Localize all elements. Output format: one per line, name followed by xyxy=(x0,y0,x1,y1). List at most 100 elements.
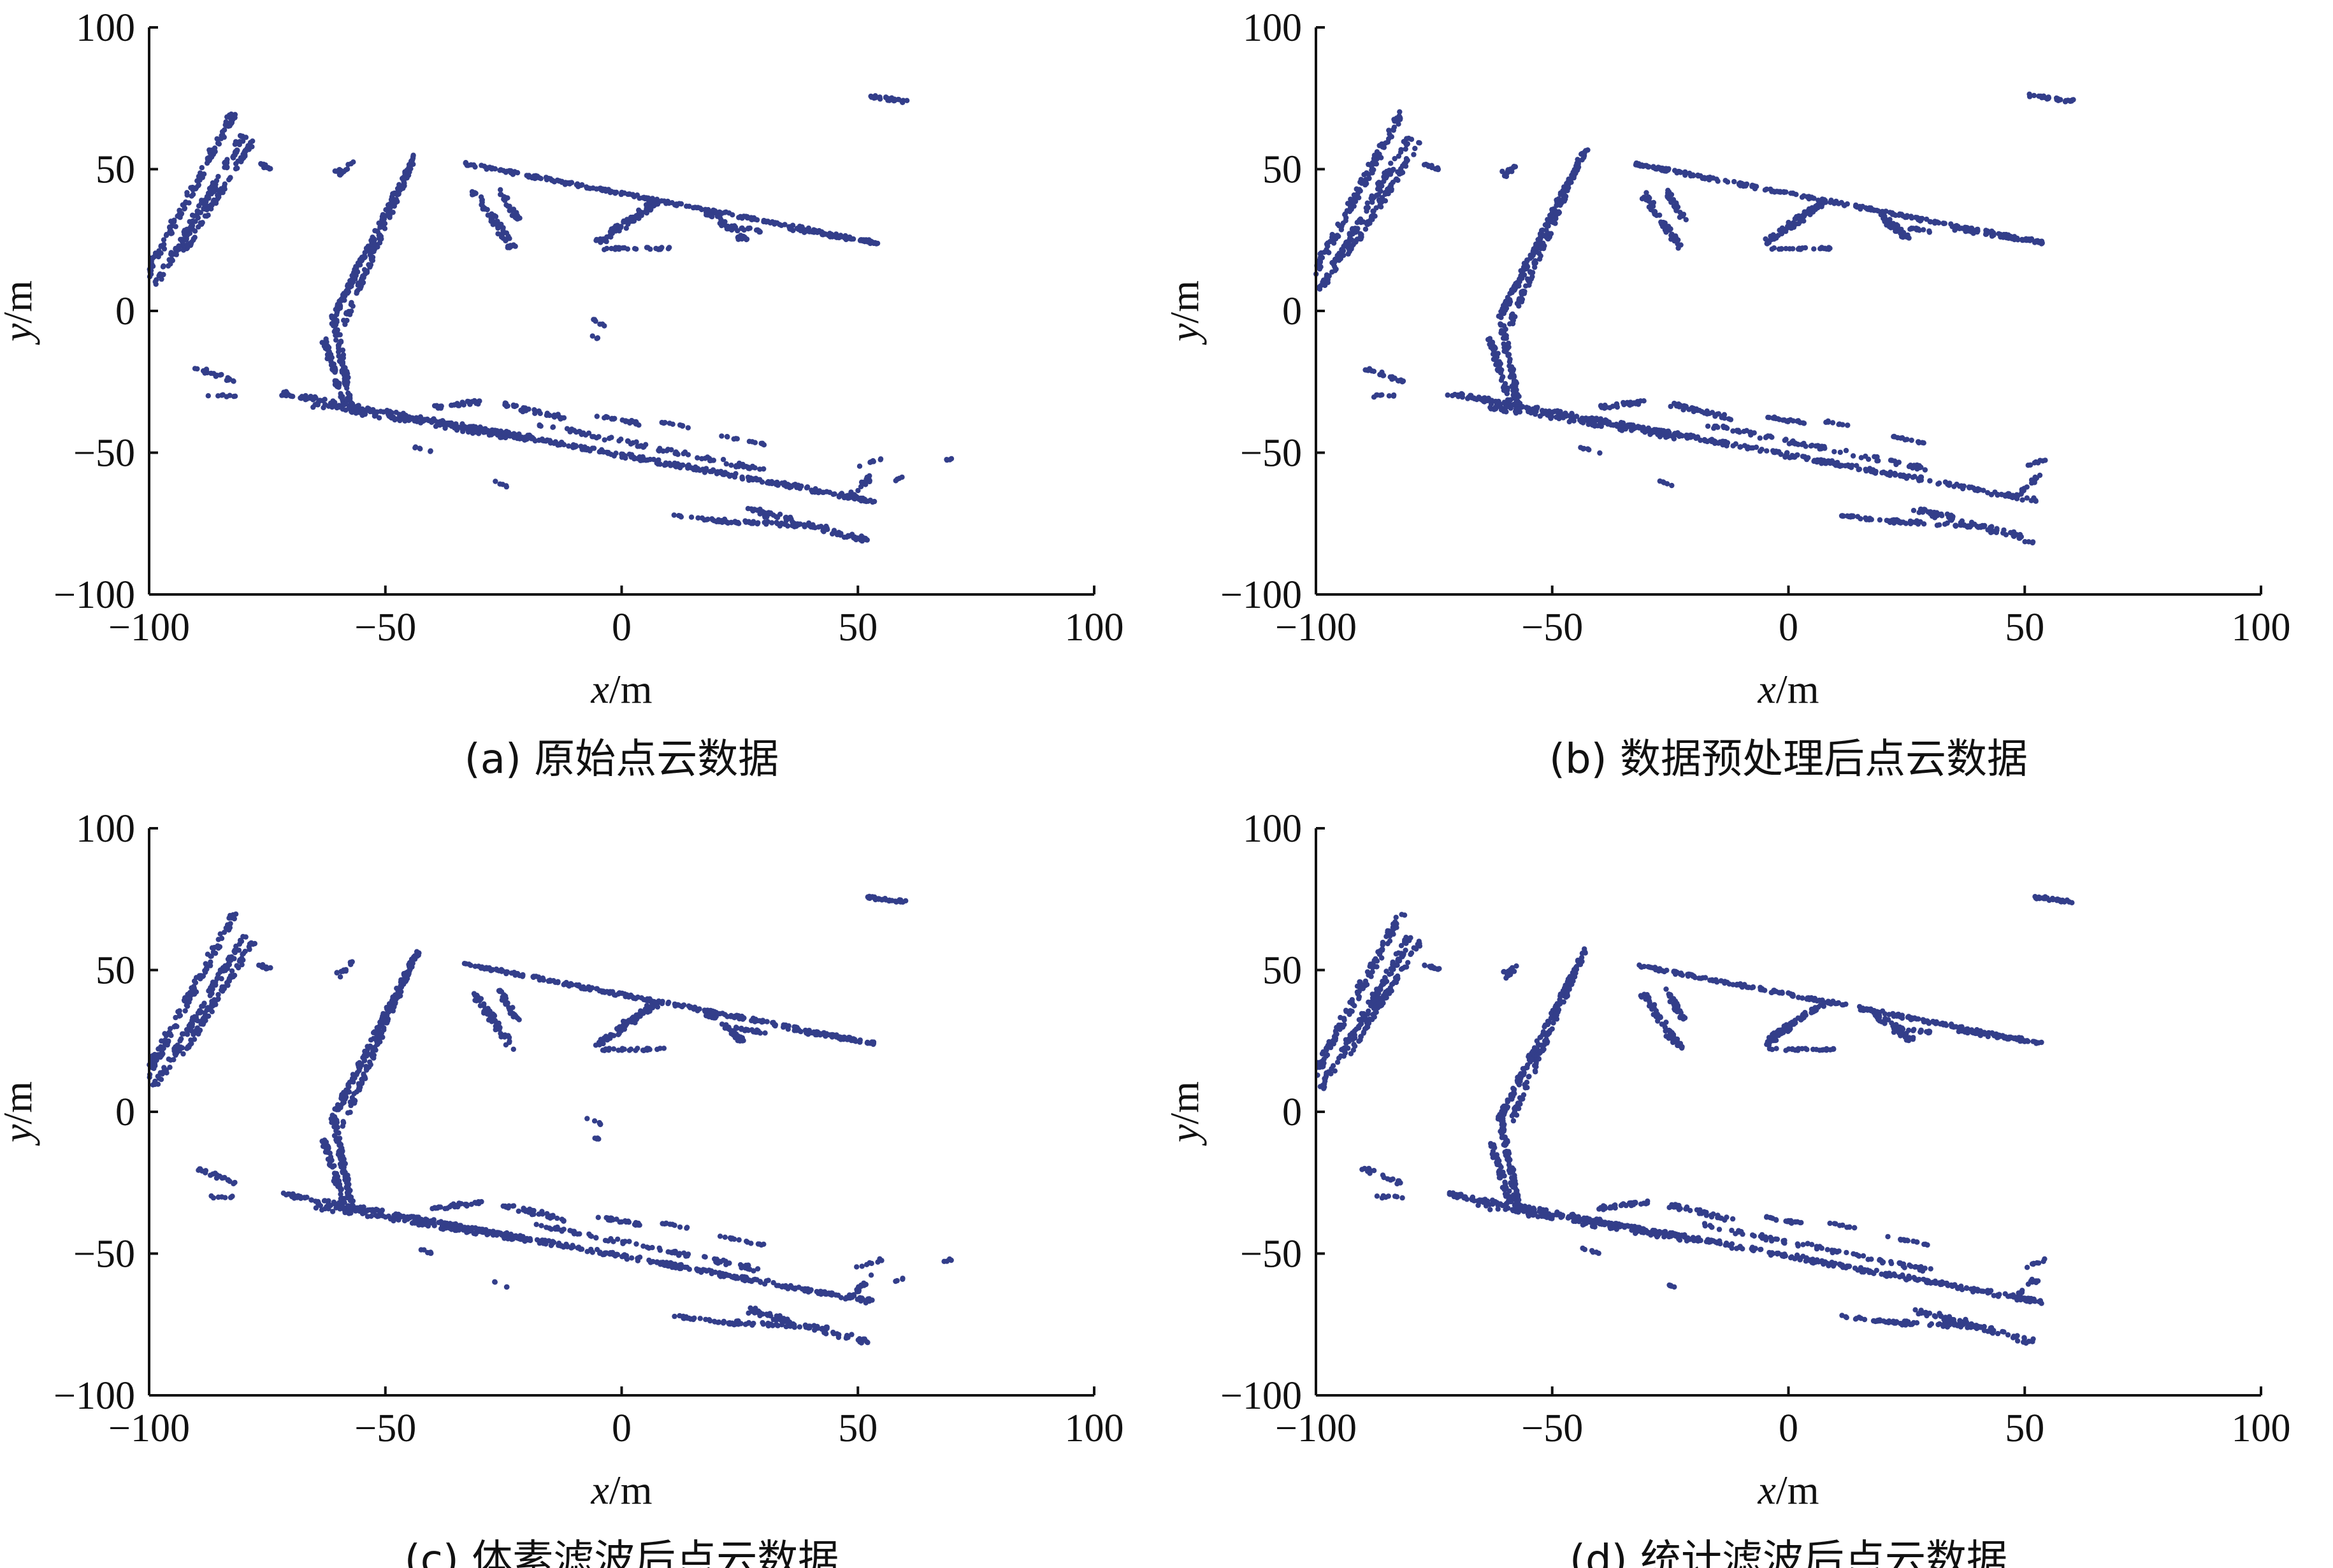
data-point xyxy=(720,457,726,463)
x-tick-label: 100 xyxy=(2232,606,2291,649)
data-point xyxy=(1610,422,1616,428)
data-point xyxy=(402,415,408,421)
data-point xyxy=(224,165,230,171)
data-point xyxy=(235,165,240,171)
data-point xyxy=(1506,169,1512,175)
data-point xyxy=(677,513,683,519)
data-point xyxy=(247,941,253,947)
data-point xyxy=(210,180,216,186)
data-point xyxy=(326,345,332,350)
data-point xyxy=(1951,484,1957,489)
data-point xyxy=(240,933,246,940)
data-point xyxy=(1835,459,1840,466)
data-point xyxy=(1524,258,1530,264)
data-point xyxy=(1895,435,1900,441)
data-point xyxy=(493,478,498,484)
data-point xyxy=(672,460,677,466)
data-point xyxy=(512,243,518,249)
data-point xyxy=(804,485,810,491)
data-point xyxy=(1352,194,1358,200)
data-point xyxy=(360,1054,366,1061)
data-point xyxy=(472,398,477,404)
data-point xyxy=(200,1003,206,1009)
data-point xyxy=(340,347,346,353)
data-point xyxy=(192,228,198,234)
data-point xyxy=(1745,445,1751,450)
data-point xyxy=(341,401,347,408)
data-point xyxy=(1766,415,1772,421)
data-point xyxy=(867,498,874,503)
data-point xyxy=(1829,458,1835,464)
data-point xyxy=(537,422,542,428)
data-point xyxy=(756,228,762,234)
data-point xyxy=(1715,424,1721,430)
data-point xyxy=(1496,402,1502,408)
data-point xyxy=(1910,508,1917,514)
data-point xyxy=(1811,196,1817,201)
data-point xyxy=(559,415,565,421)
data-point xyxy=(643,442,649,447)
data-point xyxy=(168,257,174,263)
data-point xyxy=(603,414,609,420)
data-point xyxy=(1782,454,1788,460)
data-point xyxy=(747,225,753,231)
data-point xyxy=(370,257,375,263)
data-point xyxy=(1724,443,1730,449)
data-point xyxy=(229,968,235,974)
data-point xyxy=(709,517,716,522)
data-point xyxy=(856,463,863,469)
data-point xyxy=(1669,482,1675,489)
data-point xyxy=(159,1053,164,1058)
data-point xyxy=(1496,364,1502,370)
data-point xyxy=(371,236,377,242)
data-point xyxy=(746,438,753,444)
data-point xyxy=(589,434,595,440)
data-point xyxy=(1417,140,1422,146)
data-point xyxy=(1388,374,1394,380)
data-point xyxy=(479,197,485,203)
data-point xyxy=(342,370,348,376)
data-point xyxy=(315,400,321,406)
data-point xyxy=(570,442,576,448)
data-point xyxy=(1794,213,1800,220)
data-point xyxy=(226,927,232,933)
data-point xyxy=(596,237,602,243)
data-point xyxy=(190,187,196,193)
data-point xyxy=(1677,169,1682,175)
data-point xyxy=(1450,392,1455,399)
data-point xyxy=(187,219,192,225)
data-point xyxy=(582,432,589,438)
data-point xyxy=(488,215,494,222)
data-point xyxy=(177,211,182,217)
data-point xyxy=(774,521,781,526)
data-point xyxy=(602,437,607,443)
data-point xyxy=(341,169,347,175)
data-point xyxy=(2002,493,2009,499)
data-point xyxy=(344,382,350,387)
data-point xyxy=(326,403,331,409)
data-point xyxy=(648,205,654,210)
data-point xyxy=(184,190,190,196)
data-point xyxy=(2056,96,2062,102)
data-point xyxy=(756,477,762,483)
data-point xyxy=(1844,422,1851,428)
data-point xyxy=(1672,205,1678,210)
data-point xyxy=(820,232,825,238)
data-point xyxy=(590,185,596,191)
data-point xyxy=(1601,404,1608,410)
data-point xyxy=(1398,170,1404,176)
data-point xyxy=(247,946,252,953)
data-point xyxy=(1963,228,1970,234)
data-point xyxy=(1781,189,1787,196)
data-point xyxy=(1975,487,1981,494)
data-point xyxy=(1932,220,1938,226)
data-point xyxy=(779,521,784,526)
data-point xyxy=(1919,215,1925,222)
data-point xyxy=(1818,203,1824,208)
data-point xyxy=(1652,166,1659,172)
data-point xyxy=(184,236,189,242)
data-point xyxy=(594,414,600,419)
data-point xyxy=(1366,161,1371,168)
data-point xyxy=(660,448,666,454)
